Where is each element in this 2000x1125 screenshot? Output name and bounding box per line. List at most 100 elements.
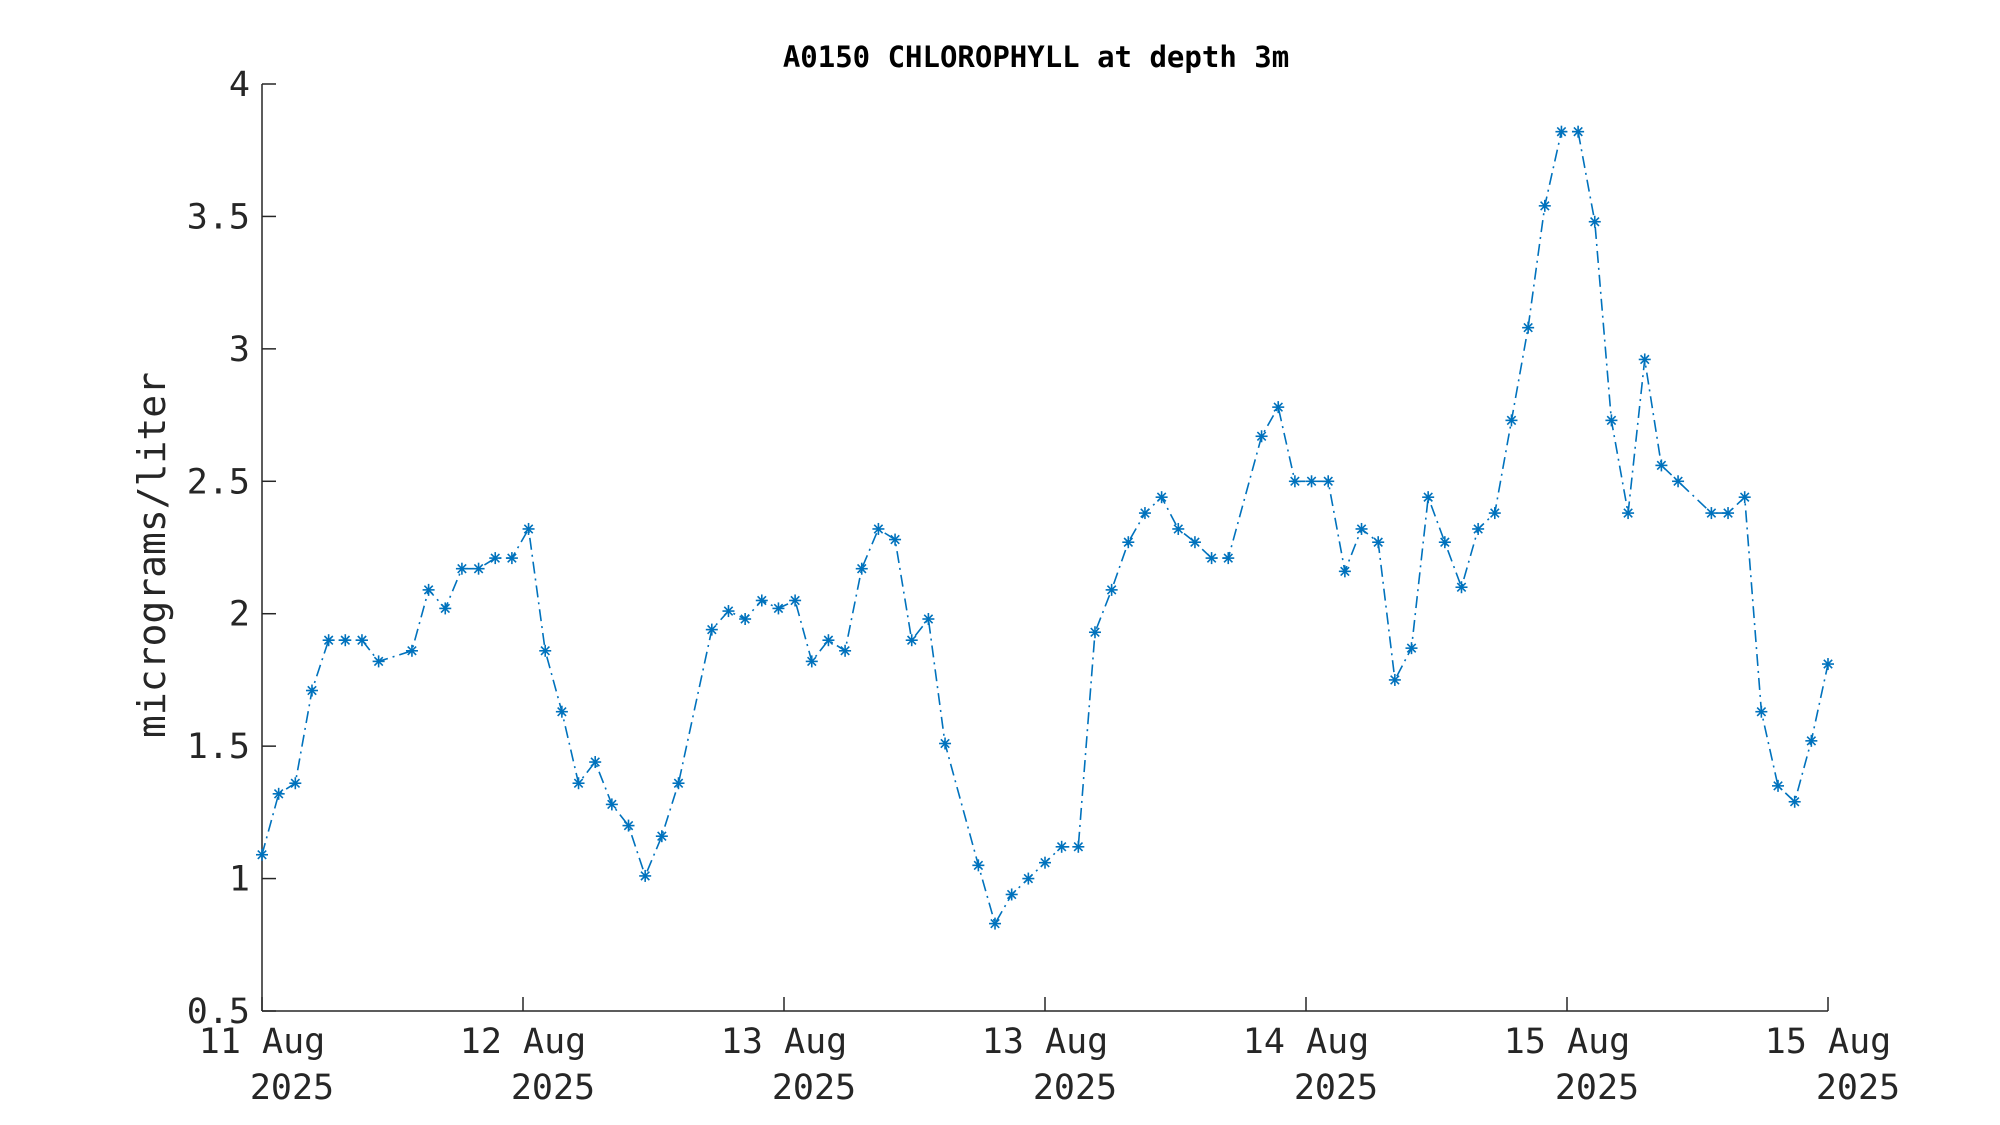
x-tick-label-date: 12 Aug bbox=[460, 1022, 586, 1062]
data-point bbox=[1338, 565, 1351, 578]
data-point bbox=[1772, 779, 1785, 792]
data-point bbox=[772, 602, 785, 615]
data-point bbox=[1472, 522, 1485, 535]
data-point bbox=[1138, 507, 1151, 520]
data-point bbox=[1488, 507, 1501, 520]
data-point bbox=[789, 594, 802, 607]
data-point bbox=[1638, 353, 1651, 366]
x-tick-label-date: 13 Aug bbox=[721, 1022, 847, 1062]
data-point bbox=[489, 552, 502, 565]
data-point bbox=[1222, 552, 1235, 565]
data-point bbox=[1088, 626, 1101, 639]
chart-title: A0150 CHLOROPHYLL at depth 3m bbox=[783, 40, 1289, 74]
y-tick-label: 2.5 bbox=[187, 462, 250, 502]
data-point bbox=[739, 613, 752, 626]
data-point bbox=[1755, 705, 1768, 718]
data-point bbox=[1538, 199, 1551, 212]
data-point bbox=[1722, 507, 1735, 520]
data-point bbox=[1072, 840, 1085, 853]
data-point bbox=[622, 819, 635, 832]
data-point bbox=[355, 634, 368, 647]
x-tick-label-date: 11 Aug bbox=[199, 1022, 325, 1062]
data-point bbox=[1738, 491, 1751, 504]
data-point bbox=[655, 830, 668, 843]
data-point bbox=[1105, 583, 1118, 596]
data-point bbox=[1055, 840, 1068, 853]
data-point bbox=[905, 634, 918, 647]
x-tick-label-date: 14 Aug bbox=[1243, 1022, 1369, 1062]
y-ticks: 0.5 1 1.5 2 2.5 3 3.5 4 bbox=[187, 65, 276, 1032]
data-point bbox=[972, 859, 985, 872]
data-point bbox=[1005, 888, 1018, 901]
data-point bbox=[522, 522, 535, 535]
data-point bbox=[472, 562, 485, 575]
data-point bbox=[455, 562, 468, 575]
data-point bbox=[855, 562, 868, 575]
x-tick-label-year: 2025 bbox=[250, 1068, 334, 1108]
data-point bbox=[1372, 536, 1385, 549]
data-point bbox=[872, 522, 885, 535]
y-tick-label: 1.5 bbox=[187, 727, 250, 767]
data-point bbox=[1805, 734, 1818, 747]
x-tick-label-date: 15 Aug bbox=[1765, 1022, 1891, 1062]
y-tick-label: 3 bbox=[229, 330, 250, 370]
data-point bbox=[1172, 522, 1185, 535]
data-point bbox=[1555, 125, 1568, 138]
data-point bbox=[589, 756, 602, 769]
data-point bbox=[1322, 475, 1335, 488]
data-point bbox=[505, 552, 518, 565]
x-tick-label-year: 2025 bbox=[1033, 1068, 1117, 1108]
data-point bbox=[1039, 856, 1051, 869]
y-tick-label: 1 bbox=[229, 860, 250, 900]
data-point bbox=[1605, 414, 1618, 427]
data-point bbox=[1272, 401, 1285, 414]
data-point bbox=[1588, 215, 1601, 228]
data-point bbox=[372, 655, 385, 668]
data-point bbox=[755, 594, 768, 607]
series-layer bbox=[256, 125, 1834, 930]
data-point bbox=[672, 777, 685, 790]
data-point bbox=[1255, 430, 1268, 443]
data-point bbox=[339, 634, 352, 647]
y-tick-label: 0.5 bbox=[187, 992, 250, 1032]
data-point bbox=[1822, 658, 1834, 671]
y-tick-label: 2 bbox=[229, 595, 250, 635]
data-point bbox=[1405, 642, 1418, 655]
data-point bbox=[1422, 491, 1435, 504]
data-point bbox=[572, 777, 585, 790]
data-point bbox=[705, 623, 718, 636]
data-point bbox=[1355, 522, 1368, 535]
data-point bbox=[839, 644, 852, 657]
data-point bbox=[605, 798, 618, 811]
data-point bbox=[722, 605, 735, 618]
y-axis-label: micrograms/liter bbox=[130, 372, 174, 738]
data-point bbox=[889, 533, 902, 546]
x-tick-label-year: 2025 bbox=[772, 1068, 856, 1108]
data-point bbox=[322, 634, 335, 647]
series-line bbox=[261, 130, 1829, 926]
y-tick-label: 3.5 bbox=[187, 197, 250, 237]
x-tick-label-year: 2025 bbox=[1555, 1068, 1639, 1108]
data-point bbox=[1122, 536, 1135, 549]
data-point bbox=[1205, 552, 1218, 565]
x-ticks: 11 Aug 2025 12 Aug 2025 13 Aug 2025 13 Aug 2025… bbox=[199, 997, 1900, 1108]
data-point bbox=[305, 684, 318, 697]
data-point bbox=[922, 613, 935, 626]
data-point bbox=[405, 644, 418, 657]
data-point bbox=[439, 602, 452, 615]
data-point bbox=[1305, 475, 1318, 488]
data-point bbox=[422, 583, 435, 596]
data-point bbox=[1455, 581, 1468, 594]
data-point bbox=[1155, 491, 1168, 504]
data-point bbox=[639, 869, 652, 882]
x-tick-label-year: 2025 bbox=[511, 1068, 595, 1108]
data-point bbox=[1655, 459, 1668, 472]
data-point bbox=[822, 634, 835, 647]
data-point bbox=[289, 777, 302, 790]
data-point bbox=[1505, 414, 1518, 427]
data-point bbox=[1622, 507, 1635, 520]
data-point bbox=[539, 644, 552, 657]
data-point bbox=[1672, 475, 1685, 488]
data-point bbox=[1522, 321, 1535, 334]
